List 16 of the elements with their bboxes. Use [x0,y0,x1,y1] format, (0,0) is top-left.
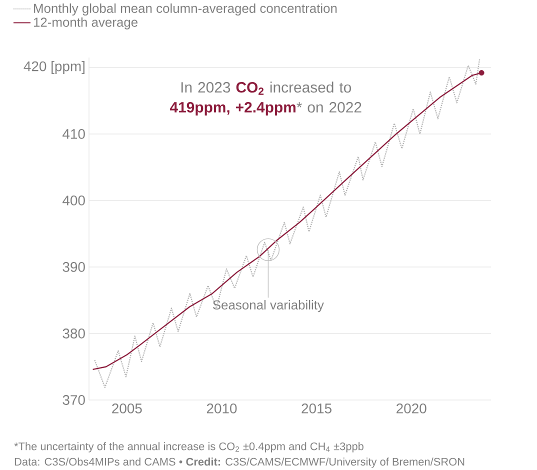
y-tick-label: 380 [62,328,85,338]
x-tick-label: 2020 [396,404,426,414]
x-tick-label: 2010 [206,404,237,414]
y-tick-label: 400 [62,196,85,206]
text: In 2023 CO$_{2}$ increased to 419ppm, +2.4ppm* on 2022 [170,82,362,116]
x-tick-label: 2015 [302,404,332,414]
text: Data: C3S/Obs4MIPs and CAMS • Credit: C3S/CAMS/ECMWF/University of Bremen/SRON [14,458,464,468]
y-tick-label: 390 [62,262,85,272]
y-tick-label: 370 [62,395,85,405]
annotation: Seasonal variability [212,300,324,312]
y-tick-label: 410 [62,129,85,139]
text: *The uncertainty of the annual increase is CO$_{2}$ ±0.4ppm and CH$_{4}$ ±3ppb [14,442,364,452]
legend-label: 12-month average [34,17,138,30]
y-tick-label: 420 [ppm] [24,60,84,74]
legend-label: Monthly global mean column-averaged concentration [34,3,337,16]
x-tick-label: 2005 [112,404,142,414]
